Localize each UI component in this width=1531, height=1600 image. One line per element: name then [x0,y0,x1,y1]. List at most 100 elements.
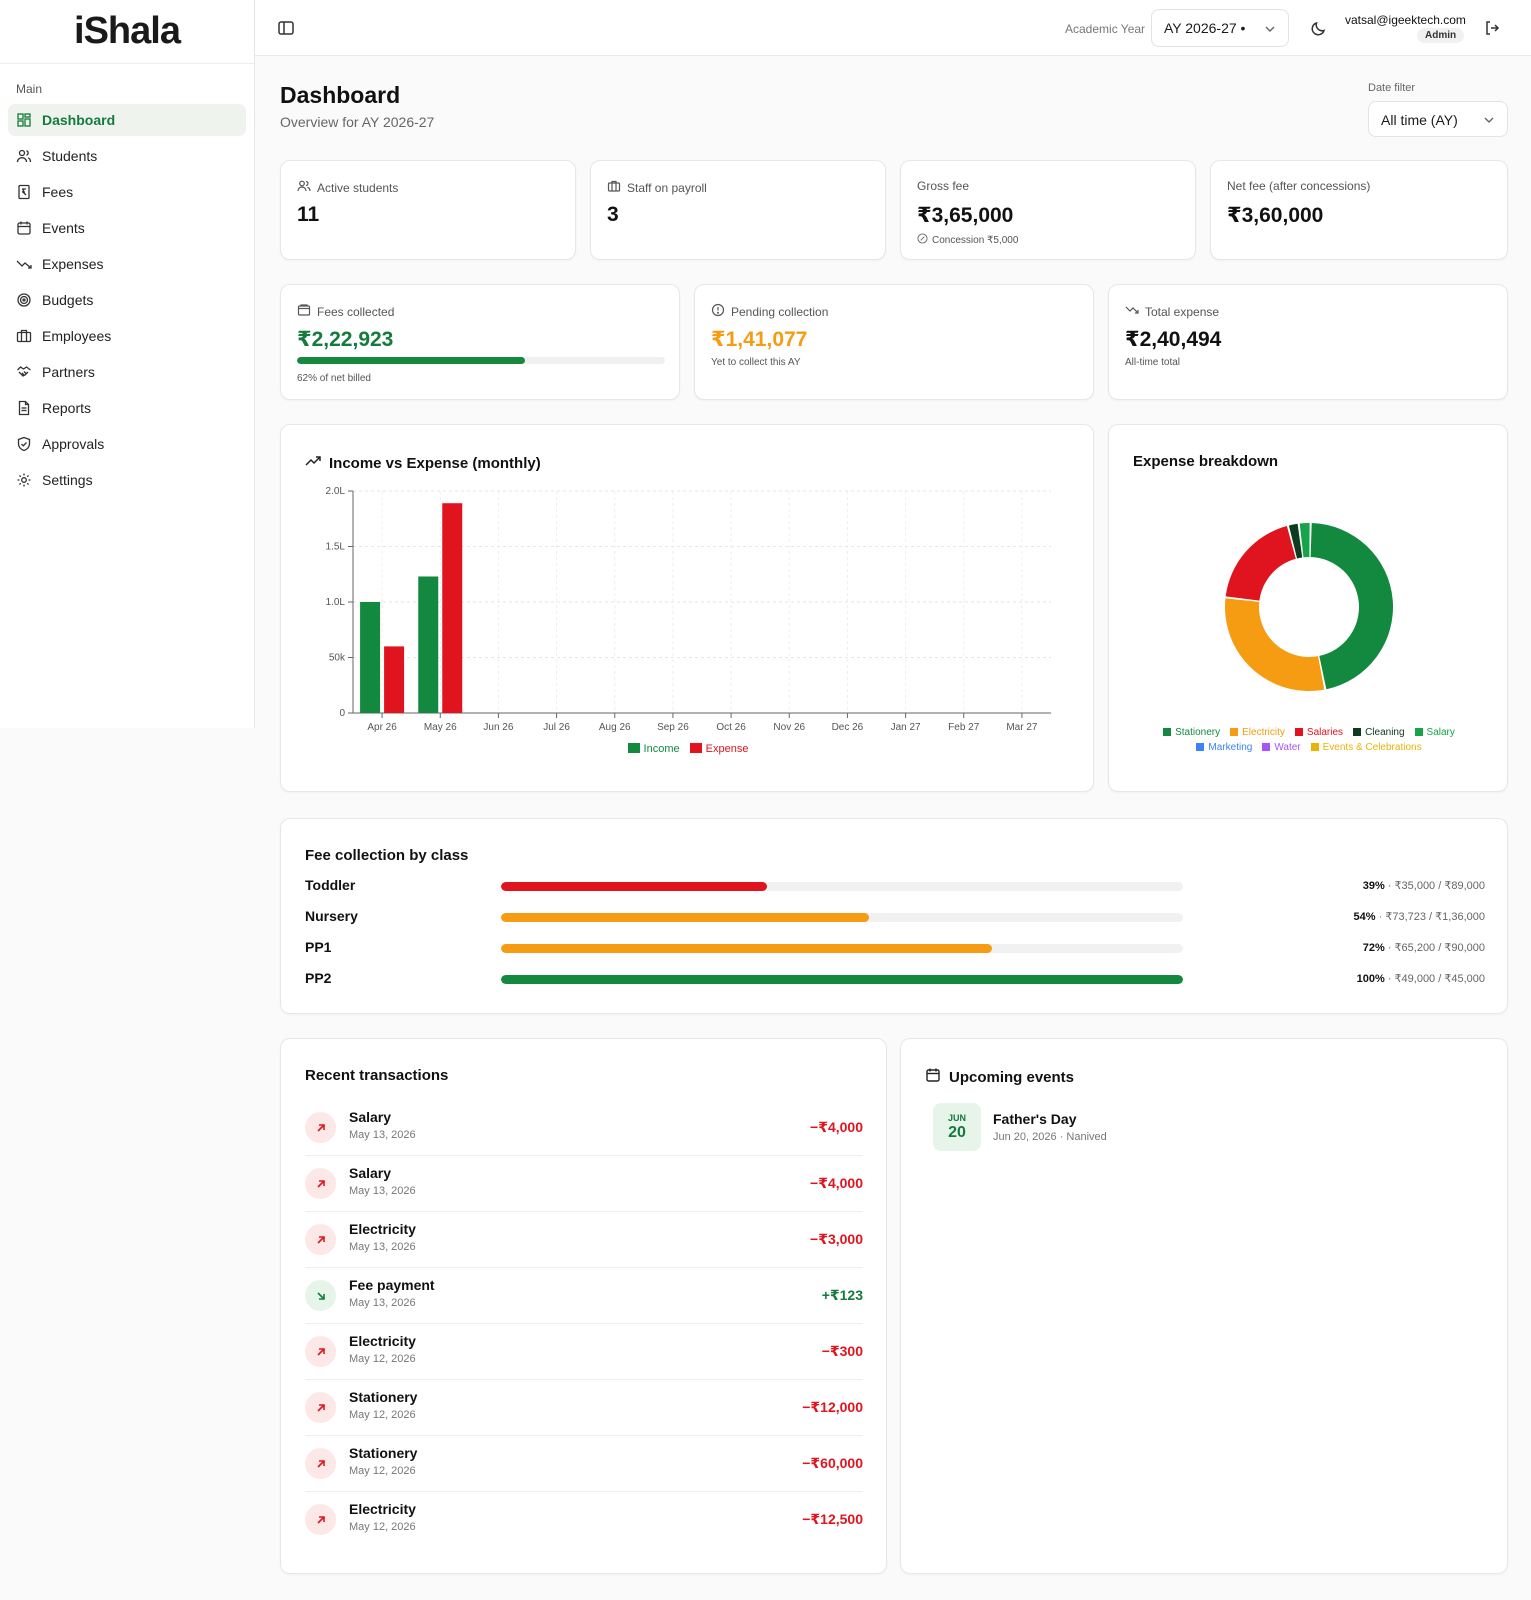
event-name[interactable]: Father's Day [993,1111,1077,1127]
transaction-date: May 13, 2026 [349,1129,416,1141]
legend-item-stationery[interactable]: Stationery [1163,727,1220,738]
chart-title: Income vs Expense (monthly) [329,454,541,472]
stat-label: Fees collected [317,304,395,319]
fee-progress-bar [501,882,1183,891]
sidebar-item-settings[interactable]: Settings [8,464,246,496]
legend-swatch [1163,728,1172,736]
sidebar-item-fees[interactable]: Fees [8,176,246,208]
legend-label: Income [643,743,680,755]
sidebar-item-label: Approvals [42,436,105,452]
stat-label: Gross fee [917,179,970,193]
arrow-up-right-icon [305,1448,336,1479]
fee-row-pp2: PP2 100% · ₹49,000 / ₹45,000 [305,970,1485,990]
legend-item-cleaning[interactable]: Cleaning [1353,727,1405,738]
chart-legend: Income Expense [281,743,1095,755]
moon-icon[interactable] [1310,19,1328,37]
sidebar-item-approvals[interactable]: Approvals [8,428,246,460]
legend-swatch [1294,728,1303,736]
legend-label: Marketing [1208,742,1253,753]
bar-income [360,602,381,713]
sidebar-item-label: Partners [42,364,95,380]
target-icon [16,292,32,308]
legend-label: Salaries [1306,727,1344,738]
transaction-row[interactable]: Salary May 13, 2026 −₹4,000 [305,1155,863,1212]
fee-row-nursery: Nursery 54% · ₹73,723 / ₹1,36,000 [305,908,1485,928]
fee-stat: 54% · ₹73,723 / ₹1,36,000 [1354,910,1485,923]
legend-swatch [1262,743,1271,751]
stat-card-pending: Pending collection ₹1,41,077 Yet to coll… [694,284,1094,400]
fee-progress-bar [501,913,1183,922]
transaction-row[interactable]: Stationery May 12, 2026 −₹12,000 [305,1379,863,1436]
briefcase-icon [607,179,621,196]
transaction-row[interactable]: Fee payment May 13, 2026 +₹123 [305,1267,863,1324]
fee-amounts: · ₹35,000 / ₹89,000 [1387,880,1485,892]
event-month: JUN [947,1113,966,1123]
fee-amounts: · ₹49,000 / ₹45,000 [1387,973,1485,985]
legend-item-events-celebrations[interactable]: Events & Celebrations [1310,742,1422,753]
legend-item-salary[interactable]: Salary [1414,727,1455,738]
legend-swatch [1414,728,1423,736]
stat-value: ₹2,40,494 [1125,328,1222,351]
fee-row-pp1: PP1 72% · ₹65,200 / ₹90,000 [305,939,1485,959]
transaction-amount: −₹4,000 [810,1175,863,1191]
stat-note: All-time total [1125,357,1181,368]
chevron-down-icon [1264,22,1276,34]
date-filter-select[interactable]: All time (AY) [1368,101,1508,137]
transaction-row[interactable]: Electricity May 12, 2026 −₹300 [305,1323,863,1380]
academic-year-select[interactable]: AY 2026-27 • [1151,9,1289,47]
fee-percent: 54% [1353,911,1376,923]
transaction-date: May 12, 2026 [349,1465,416,1477]
legend-item-salaries[interactable]: Salaries [1294,727,1344,738]
sidebar-item-label: Dashboard [42,112,116,128]
sidebar-toggle-icon[interactable] [277,19,295,37]
arrow-down-right-icon [305,1280,336,1311]
transaction-row[interactable]: Salary May 13, 2026 −₹4,000 [305,1099,863,1156]
section-title: Fee collection by class [305,847,469,864]
transaction-amount: −₹4,000 [810,1119,863,1135]
x-tick-label: May 26 [424,722,457,733]
legend-swatch [1230,728,1239,736]
trending-up-icon [305,453,321,473]
section-title: Recent transactions [305,1067,449,1084]
app-logo[interactable]: iShala [0,0,254,64]
transaction-row[interactable]: Stationery May 12, 2026 −₹60,000 [305,1435,863,1492]
transaction-name: Electricity [349,1221,416,1237]
transaction-date: May 12, 2026 [349,1521,416,1533]
sidebar-item-students[interactable]: Students [8,140,246,172]
sidebar-item-partners[interactable]: Partners [8,356,246,388]
gear-icon [16,472,32,488]
stat-label: Total expense [1145,304,1220,319]
legend-label: Stationery [1175,727,1221,738]
sidebar: iShala Main Dashboard Students Fees Events E… [0,0,255,728]
transaction-row[interactable]: Electricity May 13, 2026 −₹3,000 [305,1211,863,1268]
transaction-amount: −₹60,000 [802,1455,863,1471]
sidebar-item-expenses[interactable]: Expenses [8,248,246,280]
sidebar-item-reports[interactable]: Reports [8,392,246,424]
income-expense-chart: 0 50k 1.0L 1.5L 2.0L Apr 26 May 26 Jun 26 Jul 26… [326,486,1051,733]
sidebar-item-budgets[interactable]: Budgets [8,284,246,316]
transaction-row[interactable]: Electricity May 12, 2026 −₹12,500 [305,1491,863,1548]
stat-value: 11 [297,203,320,226]
legend-item-electricity[interactable]: Electricity [1230,727,1285,738]
alert-circle-icon [711,303,725,320]
legend-item-water[interactable]: Water [1262,742,1301,753]
sidebar-item-events[interactable]: Events [8,212,246,244]
bar-expense [442,503,463,713]
legend-item-income[interactable]: Income [627,743,680,755]
legend-item-expense[interactable]: Expense [689,743,748,755]
legend-item-marketing[interactable]: Marketing [1196,742,1252,753]
transaction-amount: −₹3,000 [810,1231,863,1247]
legend-label: Salary [1426,727,1455,738]
sidebar-item-label: Fees [42,184,74,200]
nav-section-label: Main [16,82,43,96]
transaction-date: May 12, 2026 [349,1409,416,1421]
sidebar-item-dashboard[interactable]: Dashboard [8,104,246,136]
logout-icon[interactable] [1483,19,1501,37]
legend-swatch [689,743,702,753]
stat-card-fees-collected: Fees collected ₹2,22,923 62% of net bill… [280,284,680,400]
x-tick-label: Aug 26 [599,722,631,733]
stat-value: ₹2,22,923 [297,328,394,351]
x-tick-label: Sep 26 [657,722,689,733]
sidebar-item-employees[interactable]: Employees [8,320,246,352]
collection-progress-bar [297,357,665,364]
